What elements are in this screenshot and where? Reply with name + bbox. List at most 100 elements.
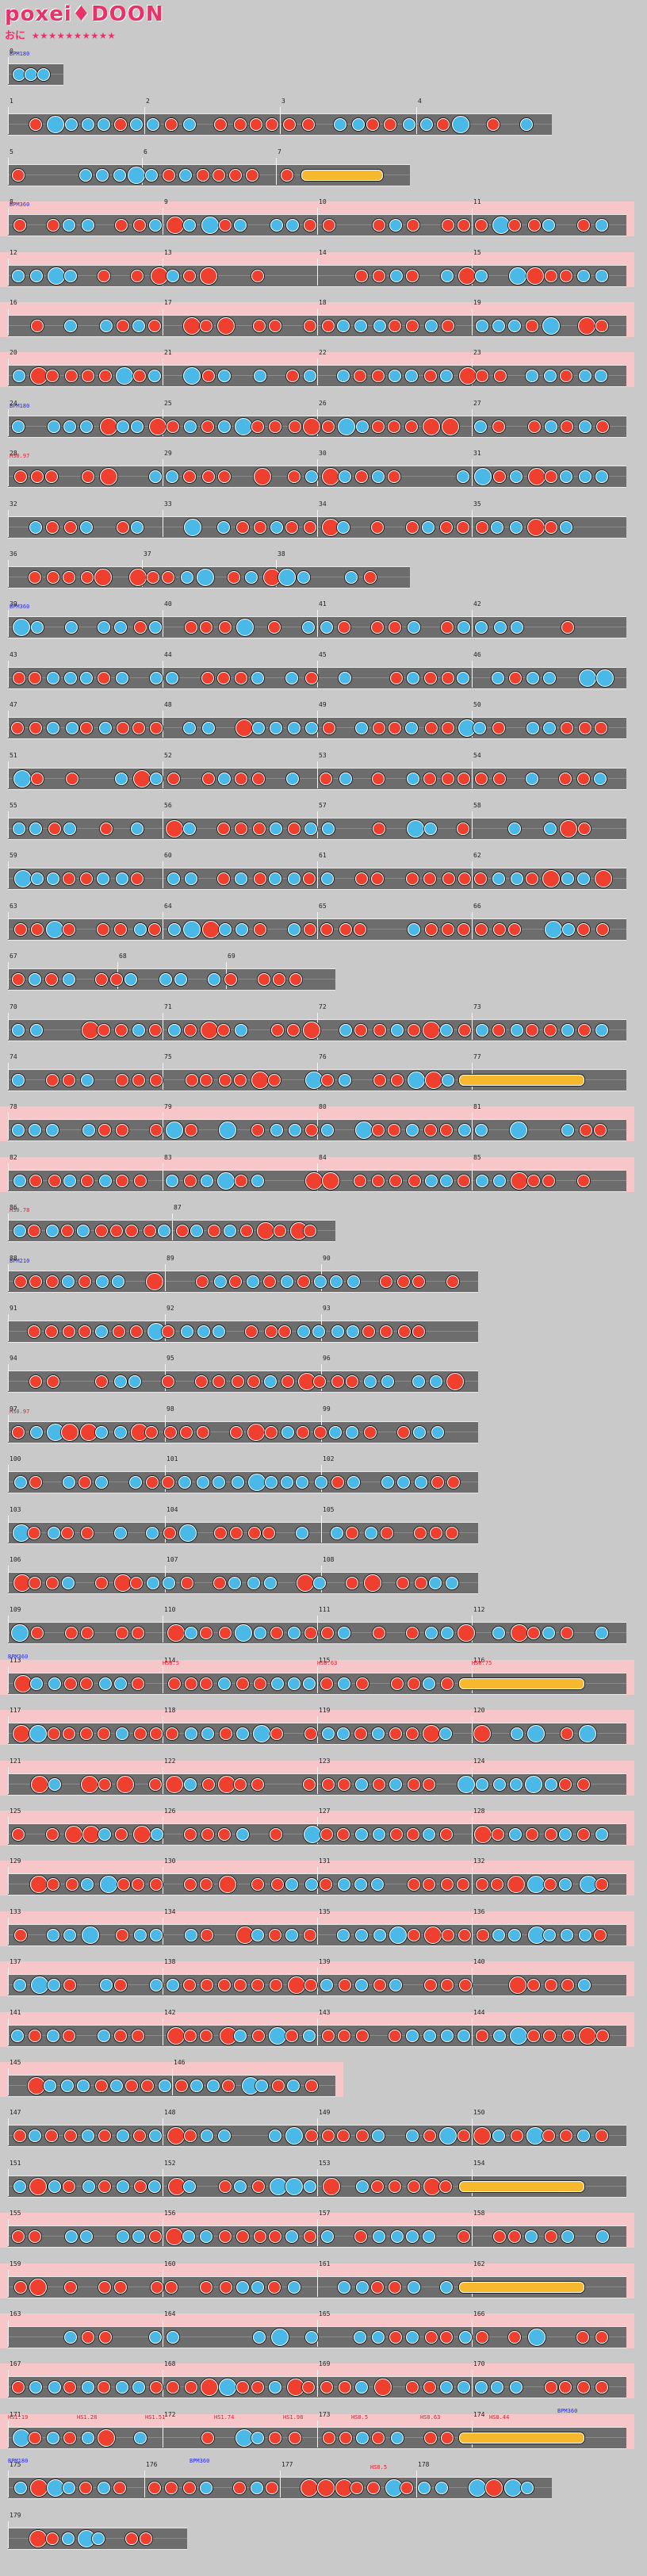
ka-note — [544, 370, 557, 382]
ka-note — [337, 1929, 350, 1942]
ka-note — [207, 2080, 220, 2092]
ka-note — [148, 2180, 161, 2193]
big-don-note — [305, 1172, 323, 1190]
measure-number: 58 — [473, 802, 481, 809]
don-note — [184, 1828, 197, 1841]
ka-note — [373, 1929, 386, 1942]
ka-note — [97, 872, 109, 885]
don-note — [47, 571, 59, 584]
ka-note — [431, 1426, 444, 1439]
ka-note — [46, 1225, 59, 1237]
measure-line — [472, 1013, 473, 1040]
don-note — [441, 621, 454, 634]
ka-note — [406, 2230, 419, 2243]
measure-number: 168 — [164, 2360, 176, 2367]
ka-note — [338, 2281, 350, 2294]
don-note — [218, 1828, 231, 1841]
measure-number: 44 — [164, 651, 172, 658]
don-note — [457, 2129, 470, 2142]
don-note — [63, 1727, 75, 1740]
ka-note — [131, 521, 144, 534]
don-note — [542, 1175, 555, 1187]
difficulty-stars: ★★★★★★★★★★ — [32, 27, 117, 42]
measure-line — [8, 661, 9, 688]
measure-number: 132 — [473, 1857, 485, 1865]
don-note — [183, 2482, 196, 2494]
ka-note — [595, 470, 608, 483]
ka-note — [356, 2432, 369, 2444]
big-ka-note — [278, 569, 296, 586]
ka-note — [491, 2381, 503, 2394]
don-note — [64, 1677, 77, 1690]
measure-number: 129 — [10, 1857, 21, 1865]
don-note — [406, 320, 419, 332]
big-ka-note — [183, 367, 201, 385]
ka-note — [81, 1878, 94, 1891]
measure-line — [8, 1817, 9, 1844]
don-note — [425, 923, 438, 936]
big-don-note — [317, 2479, 335, 2497]
big-don-note — [425, 1071, 442, 1089]
don-note — [254, 923, 266, 936]
don-note — [98, 2129, 111, 2142]
don-note — [286, 370, 299, 382]
don-note — [63, 571, 75, 584]
scroll-speed-label: HS0.5 — [351, 2414, 369, 2421]
ka-note — [82, 219, 94, 232]
don-note — [337, 2129, 350, 2142]
don-note — [202, 370, 215, 382]
don-note — [406, 270, 419, 282]
don-note — [64, 521, 77, 534]
ka-note — [149, 2331, 162, 2344]
measure-line — [8, 761, 9, 788]
ka-note — [425, 320, 438, 332]
measure-line — [8, 259, 9, 286]
measure-number: 145 — [10, 2059, 21, 2066]
big-ka-note — [82, 1926, 99, 1944]
ka-note — [287, 2080, 300, 2092]
ka-note — [476, 320, 488, 332]
don-note — [212, 1375, 225, 1388]
don-note — [561, 1727, 573, 1740]
don-note — [148, 2482, 161, 2494]
ka-note — [270, 722, 282, 734]
don-note — [508, 2230, 521, 2243]
don-note — [380, 1325, 392, 1338]
ka-note — [493, 2030, 506, 2042]
big-don-note — [442, 418, 459, 435]
don-note — [561, 621, 574, 634]
don-note — [63, 872, 75, 885]
measure-line — [8, 912, 9, 939]
ka-note — [80, 420, 93, 433]
ka-note — [373, 2230, 385, 2243]
don-note — [270, 1979, 282, 1991]
big-don-note — [303, 1022, 320, 1039]
big-ka-note — [179, 1524, 197, 1542]
don-note — [184, 1878, 197, 1891]
ka-note — [364, 1375, 377, 1388]
ka-note — [446, 1577, 458, 1589]
don-note — [252, 2180, 265, 2193]
ka-note — [281, 1476, 293, 1489]
don-note — [132, 2030, 144, 2042]
don-note — [45, 1325, 58, 1338]
ka-note — [365, 1527, 377, 1539]
big-ka-note — [525, 1776, 542, 1793]
ka-note — [320, 1979, 333, 1991]
ka-note — [30, 1024, 43, 1037]
don-note — [78, 1325, 91, 1338]
don-note — [98, 1727, 110, 1740]
ka-note — [423, 1828, 435, 1841]
don-note — [63, 2381, 76, 2394]
ka-note — [150, 1979, 163, 1991]
ka-note — [48, 1778, 61, 1791]
measure-number: 2 — [146, 98, 150, 105]
big-ka-note — [407, 820, 424, 838]
don-note — [457, 219, 470, 232]
don-note — [98, 2381, 110, 2394]
don-note — [81, 571, 94, 584]
measure-number: 163 — [10, 2310, 21, 2317]
don-note — [408, 1677, 420, 1690]
big-don-note — [485, 2479, 503, 2497]
don-note — [235, 822, 247, 835]
